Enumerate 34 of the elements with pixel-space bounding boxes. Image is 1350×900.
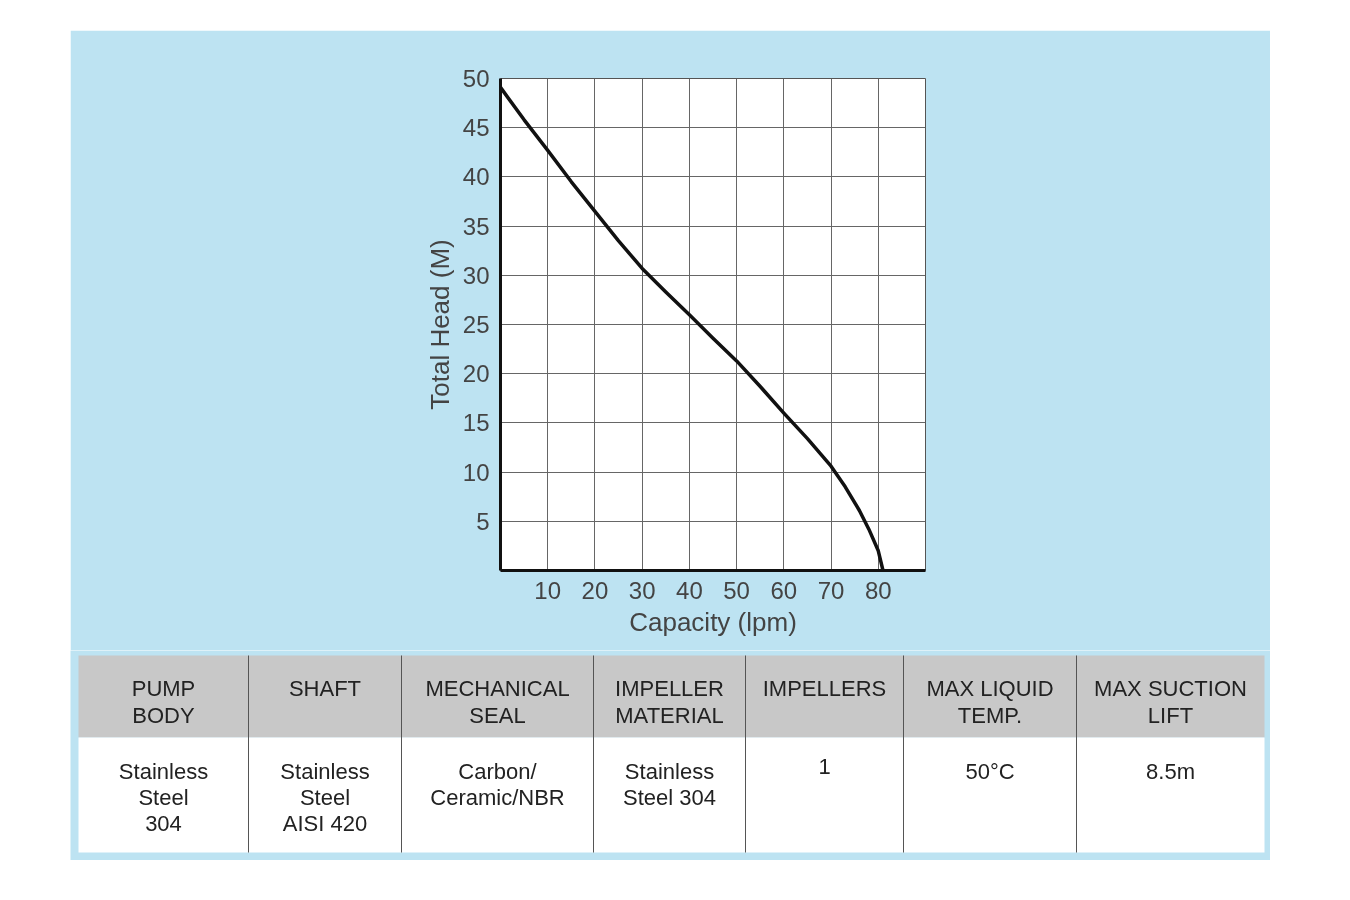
text: Stainless Steel 304	[623, 758, 716, 810]
y-axis-title: Total Head (M)	[424, 239, 455, 410]
y-tick-label: 10	[462, 458, 490, 486]
text: IMPELLER MATERIAL	[615, 675, 724, 728]
text: MECHANICAL SEAL	[425, 675, 570, 728]
x-tick-label: 30	[628, 576, 656, 604]
text: Stainless Steel AISI 420	[280, 758, 370, 836]
y-tick-label: 35	[462, 212, 490, 240]
x-tick-label: 20	[581, 576, 609, 604]
y-tick-label: 50	[462, 65, 490, 92]
y-tick-label: 40	[462, 163, 490, 191]
x-tick-label: 40	[676, 576, 703, 604]
x-tick-label: 60	[770, 576, 798, 604]
text: MAX SUCTION LIFT	[1094, 675, 1247, 728]
text: Stainless Steel 304	[118, 758, 209, 836]
x-tick-label: 10	[534, 576, 562, 604]
y-tick-label: 20	[462, 360, 490, 388]
text: 1	[818, 753, 831, 779]
y-tick-label: 45	[462, 114, 490, 142]
y-tick-label: 25	[462, 311, 490, 338]
y-tick-label: 15	[462, 409, 490, 437]
text: 50°C	[965, 758, 1015, 784]
y-tick-label: 5	[476, 507, 490, 535]
text: 8.5m	[1146, 758, 1195, 784]
text: IMPELLERS	[762, 675, 887, 701]
y-tick-label: 30	[462, 261, 490, 289]
x-tick-label: 70	[817, 576, 845, 604]
text: SHAFT	[288, 675, 362, 701]
x-tick-label: 50	[723, 576, 750, 604]
x-axis-title: Capacity (lpm)	[629, 606, 797, 637]
text: MAX LIQUID TEMP.	[926, 675, 1054, 728]
text: Carbon/ Ceramic/NBR	[430, 758, 565, 810]
text: PUMP BODY	[131, 675, 196, 728]
x-tick-label: 80	[864, 576, 892, 604]
